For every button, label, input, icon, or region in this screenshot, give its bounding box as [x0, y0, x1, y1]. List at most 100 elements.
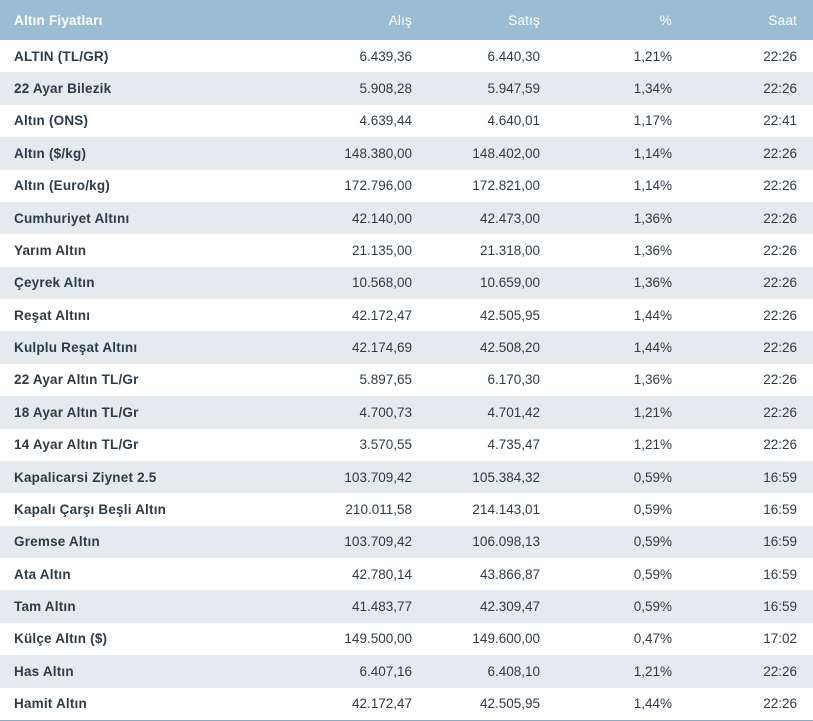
update-time: 22:26 — [763, 437, 797, 453]
sell-price: 106.098,13 — [472, 534, 540, 550]
table-body: ALTIN (TL/GR) 6.439,36 6.440,30 1,21% 22… — [0, 40, 813, 720]
change-percent: 1,44% — [633, 340, 672, 356]
table-row[interactable]: 14 Ayar Altın TL/Gr 3.570,55 4.735,47 1,… — [0, 428, 813, 461]
table-row[interactable]: Hamit Altın 42.172,47 42.505,95 1,44% 22… — [0, 687, 813, 720]
buy-price: 42.174,69 — [351, 340, 412, 356]
table-row[interactable]: Cumhuriyet Altını 42.140,00 42.473,00 1,… — [0, 201, 813, 235]
update-time: 22:26 — [763, 210, 797, 226]
buy-price: 4.700,73 — [359, 404, 412, 420]
table-row[interactable]: Ata Altın 42.780,14 43.866,87 0,59% 16:5… — [0, 558, 813, 591]
instrument-name: 14 Ayar Altın TL/Gr — [14, 437, 139, 453]
table-row[interactable]: Yarım Altın 21.135,00 21.318,00 1,36% 22… — [0, 234, 813, 267]
change-percent: 1,36% — [633, 275, 672, 291]
column-header-title: Altın Fiyatları — [14, 12, 103, 28]
instrument-name: Kapalicarsi Ziynet 2.5 — [14, 469, 157, 485]
table-row[interactable]: Kapalı Çarşı Beşli Altın 210.011,58 214.… — [0, 493, 813, 526]
buy-price: 5.897,65 — [359, 372, 412, 388]
instrument-name: Gremse Altın — [14, 534, 100, 550]
instrument-name: Reşat Altını — [14, 307, 91, 323]
buy-price: 42.172,47 — [351, 307, 412, 323]
instrument-name: 18 Ayar Altın TL/Gr — [14, 404, 139, 420]
change-percent: 1,34% — [633, 81, 672, 97]
instrument-name: Altın (Euro/kg) — [14, 178, 110, 194]
update-time: 22:26 — [763, 81, 797, 97]
sell-price: 6.440,30 — [487, 48, 540, 64]
update-time: 22:26 — [763, 242, 797, 258]
table-row[interactable]: Gremse Altın 103.709,42 106.098,13 0,59%… — [0, 525, 813, 558]
change-percent: 1,44% — [633, 307, 672, 323]
update-time: 16:59 — [763, 534, 797, 550]
table-row[interactable]: 22 Ayar Altın TL/Gr 5.897,65 6.170,30 1,… — [0, 363, 813, 397]
sell-price: 43.866,87 — [479, 566, 540, 582]
sell-price: 10.659,00 — [479, 275, 540, 291]
change-percent: 1,21% — [633, 663, 672, 679]
sell-price: 42.505,95 — [479, 696, 540, 712]
change-percent: 1,44% — [633, 696, 672, 712]
table-header: Altın Fiyatları Alış Satış % Saat — [0, 0, 813, 40]
change-percent: 1,36% — [633, 372, 672, 388]
column-header-buy: Alış — [388, 12, 412, 28]
buy-price: 148.380,00 — [344, 145, 412, 161]
buy-price: 41.483,77 — [351, 599, 412, 615]
change-percent: 1,36% — [633, 242, 672, 258]
instrument-name: Kapalı Çarşı Beşli Altın — [14, 501, 167, 517]
table-row[interactable]: Kapalicarsi Ziynet 2.5 103.709,42 105.38… — [0, 460, 813, 494]
update-time: 22:26 — [763, 48, 797, 64]
update-time: 22:26 — [763, 404, 797, 420]
column-header-time: Saat — [768, 12, 797, 28]
instrument-name: Altın (ONS) — [14, 113, 89, 129]
buy-price: 6.439,36 — [359, 48, 412, 64]
change-percent: 1,17% — [633, 113, 672, 129]
sell-price: 4.735,47 — [487, 437, 540, 453]
sell-price: 6.170,30 — [487, 372, 540, 388]
table-row[interactable]: 18 Ayar Altın TL/Gr 4.700,73 4.701,42 1,… — [0, 396, 813, 429]
sell-price: 6.408,10 — [487, 663, 540, 679]
sell-price: 42.508,20 — [479, 340, 540, 356]
buy-price: 4.639,44 — [359, 113, 412, 129]
buy-price: 172.796,00 — [344, 178, 412, 194]
table-row[interactable]: Altın (Euro/kg) 172.796,00 172.821,00 1,… — [0, 169, 813, 202]
sell-price: 4.701,42 — [487, 404, 540, 420]
update-time: 22:26 — [763, 275, 797, 291]
table-row[interactable]: ALTIN (TL/GR) 6.439,36 6.440,30 1,21% 22… — [0, 40, 813, 73]
buy-price: 6.407,16 — [359, 663, 412, 679]
instrument-name: Külçe Altın ($) — [14, 631, 108, 647]
sell-price: 172.821,00 — [472, 178, 540, 194]
sell-price: 5.947,59 — [487, 81, 540, 97]
table-row[interactable]: Çeyrek Altın 10.568,00 10.659,00 1,36% 2… — [0, 266, 813, 299]
buy-price: 103.709,42 — [344, 534, 412, 550]
buy-price: 3.570,55 — [359, 437, 412, 453]
sell-price: 4.640,01 — [487, 113, 540, 129]
sell-price: 214.143,01 — [472, 501, 540, 517]
buy-price: 42.140,00 — [351, 210, 412, 226]
buy-price: 103.709,42 — [344, 469, 412, 485]
table-row[interactable]: Reşat Altını 42.172,47 42.505,95 1,44% 2… — [0, 299, 813, 332]
change-percent: 1,14% — [633, 145, 672, 161]
instrument-name: 22 Ayar Bilezik — [14, 81, 112, 97]
sell-price: 148.402,00 — [472, 145, 540, 161]
table-row[interactable]: Tam Altın 41.483,77 42.309,47 0,59% 16:5… — [0, 590, 813, 623]
instrument-name: 22 Ayar Altın TL/Gr — [14, 372, 139, 388]
instrument-name: Ata Altın — [14, 566, 71, 582]
update-time: 16:59 — [763, 566, 797, 582]
table-row[interactable]: Külçe Altın ($) 149.500,00 149.600,00 0,… — [0, 622, 813, 656]
update-time: 22:26 — [763, 178, 797, 194]
table-row[interactable]: Kulplu Reşat Altını 42.174,69 42.508,20 … — [0, 331, 813, 364]
change-percent: 0,59% — [633, 566, 672, 582]
change-percent: 1,21% — [633, 404, 672, 420]
change-percent: 0,59% — [633, 599, 672, 615]
change-percent: 1,21% — [633, 437, 672, 453]
table-row[interactable]: 22 Ayar Bilezik 5.908,28 5.947,59 1,34% … — [0, 72, 813, 105]
sell-price: 42.473,00 — [479, 210, 540, 226]
table-row[interactable]: Altın ($/kg) 148.380,00 148.402,00 1,14%… — [0, 137, 813, 170]
table-row[interactable]: Has Altın 6.407,16 6.408,10 1,21% 22:26 — [0, 655, 813, 688]
change-percent: 1,36% — [633, 210, 672, 226]
table-row[interactable]: Altın (ONS) 4.639,44 4.640,01 1,17% 22:4… — [0, 104, 813, 138]
update-time: 16:59 — [763, 501, 797, 517]
change-percent: 1,14% — [633, 178, 672, 194]
buy-price: 5.908,28 — [359, 81, 412, 97]
change-percent: 0,47% — [633, 631, 672, 647]
change-percent: 0,59% — [633, 501, 672, 517]
sell-price: 21.318,00 — [479, 242, 540, 258]
